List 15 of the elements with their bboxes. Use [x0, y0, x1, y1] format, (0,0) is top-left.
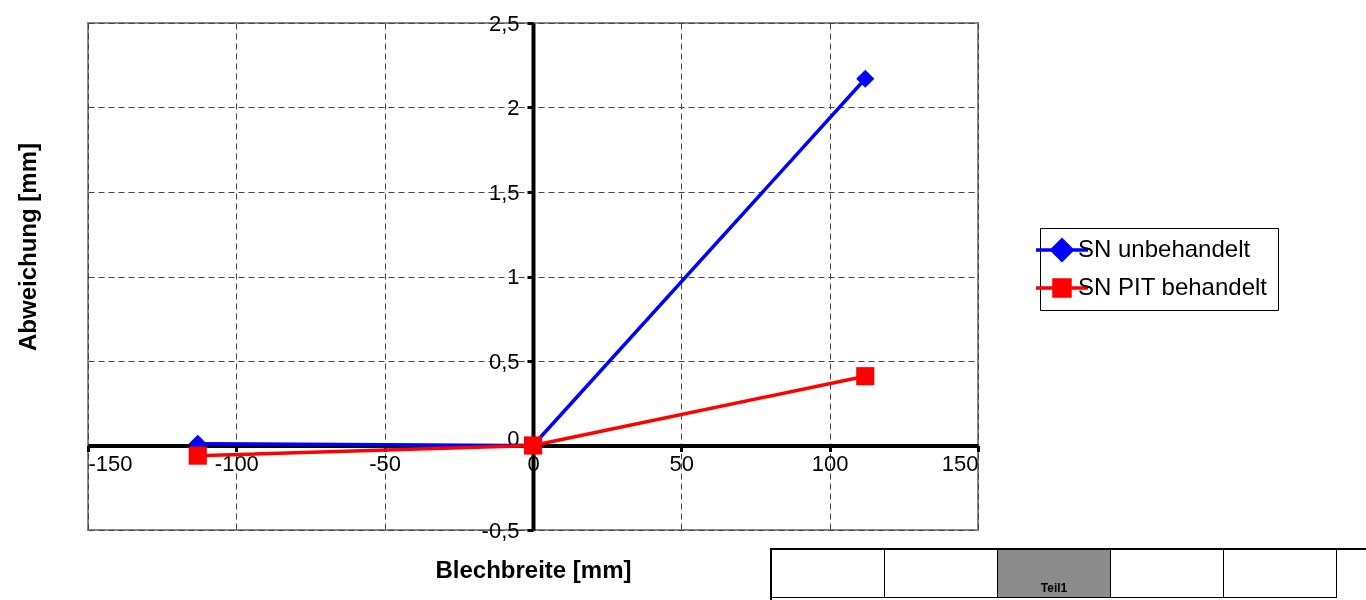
- x-axis-title: Blechbreite [mm]: [435, 556, 632, 583]
- y-tick-label: 1,5: [488, 179, 520, 205]
- y-tick-label: 2: [507, 95, 520, 120]
- x-tick-label: 50: [669, 451, 695, 476]
- x-tick-label: -100: [214, 451, 259, 476]
- x-tick-label: -150: [88, 451, 133, 476]
- x-tick-label: 100: [811, 451, 849, 476]
- y-tick-label: 1: [507, 264, 520, 289]
- x-tick-label: -50: [369, 451, 402, 476]
- y-tick-label: 0,5: [488, 348, 520, 374]
- x-tick-label: 150: [941, 451, 979, 476]
- legend-label: SN unbehandelt: [1078, 235, 1251, 262]
- legend-label: SN PIT behandelt: [1078, 273, 1268, 300]
- table-fragment: Teil1: [770, 548, 1366, 600]
- y-axis-title: Abweichung [mm]: [13, 143, 41, 351]
